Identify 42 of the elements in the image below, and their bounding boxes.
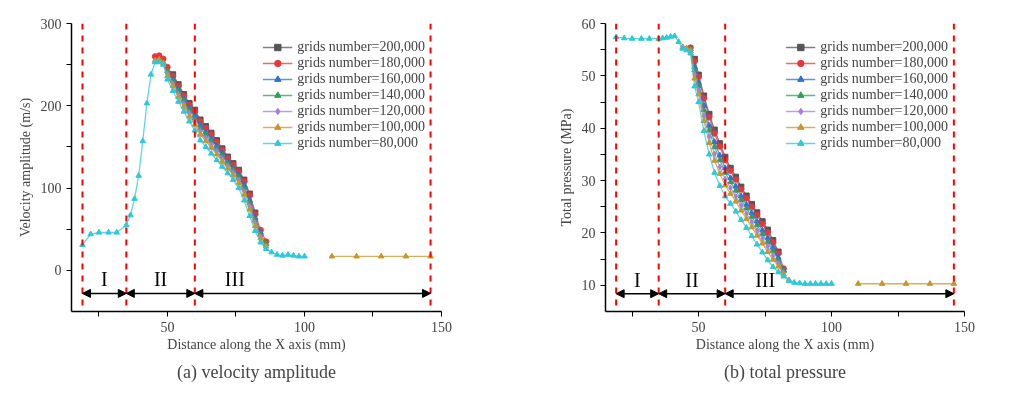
y-tick-label: 100 <box>40 181 62 197</box>
legend-label: grids number=200,000 <box>297 39 425 55</box>
legend-label: grids number=200,000 <box>820 39 948 55</box>
x-tick-label: 50 <box>691 319 706 335</box>
legend-label: grids number=160,000 <box>297 71 425 87</box>
annotation: III <box>755 268 776 291</box>
x-tick-label: 150 <box>954 319 975 335</box>
legend-label: grids number=180,000 <box>297 55 425 71</box>
annotation: I <box>634 268 641 291</box>
y-axis-title: Velocity amplitude (m/s) <box>17 97 34 238</box>
y-axis-title: Total pressure (MPa) <box>558 108 575 227</box>
y-tick-label: 300 <box>40 16 62 32</box>
y-tick-label: 30 <box>581 173 596 189</box>
y-tick-label: 40 <box>581 121 596 137</box>
legend-label: grids number=140,000 <box>297 87 425 103</box>
y-tick-label: 10 <box>581 278 596 294</box>
legend-label: grids number=140,000 <box>820 87 948 103</box>
x-axis-title: Distance along the X axis (mm) <box>695 336 875 353</box>
annotation: III <box>224 268 245 291</box>
legend-label: grids number=80,000 <box>297 135 418 151</box>
legend-label: grids number=180,000 <box>820 55 948 71</box>
legend-label: grids number=80,000 <box>820 135 941 151</box>
y-tick-label: 200 <box>40 98 62 114</box>
y-tick-label: 20 <box>581 225 596 241</box>
legend-label: grids number=160,000 <box>820 71 948 87</box>
x-tick-label: 50 <box>160 319 175 335</box>
legend-label: grids number=120,000 <box>297 103 425 119</box>
legend-label: grids number=100,000 <box>297 119 425 135</box>
x-tick-label: 100 <box>293 319 315 335</box>
legend-label: grids number=100,000 <box>820 119 948 135</box>
y-tick-label: 0 <box>54 263 62 279</box>
legend-label: grids number=120,000 <box>820 103 948 119</box>
annotation: I <box>101 268 108 291</box>
x-tick-label: 150 <box>431 319 452 335</box>
text: (b) total pressure <box>724 361 846 383</box>
x-axis-title: Distance along the X axis (mm) <box>167 336 347 353</box>
annotation: II <box>153 268 168 291</box>
annotation: II <box>685 268 699 291</box>
x-tick-label: 100 <box>821 319 843 335</box>
text: (a) velocity amplitude <box>177 361 336 383</box>
y-tick-label: 50 <box>581 68 596 84</box>
y-tick-label: 60 <box>581 16 596 32</box>
